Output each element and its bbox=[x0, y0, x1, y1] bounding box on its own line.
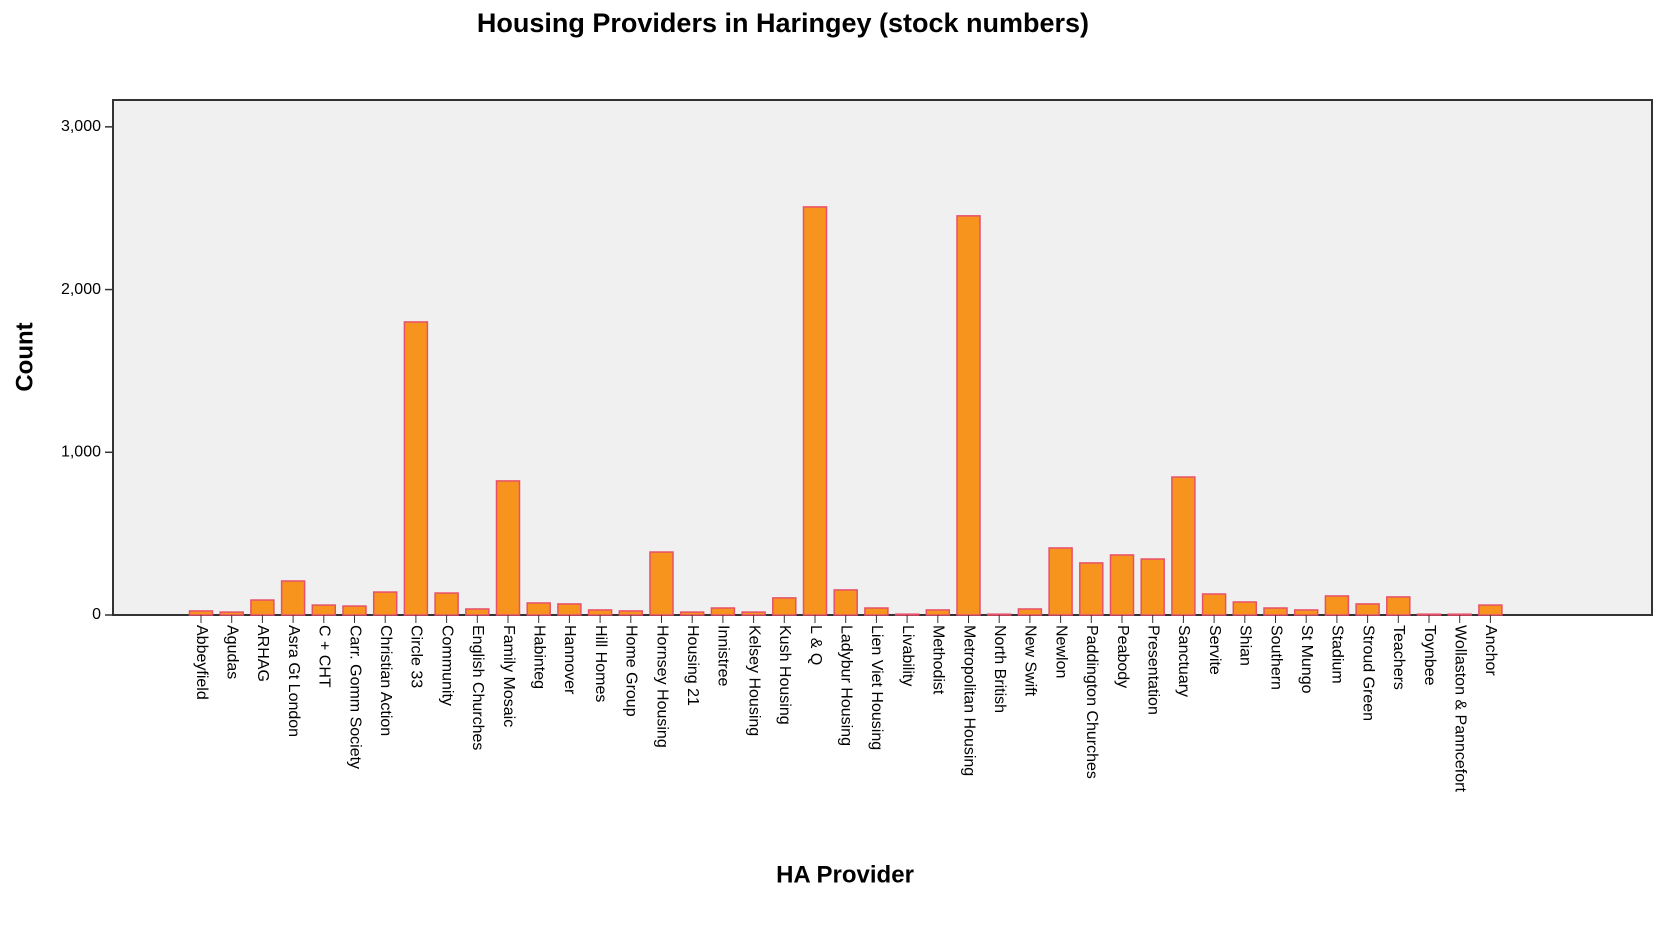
x-tick-label: Family Mosaic bbox=[500, 625, 517, 727]
bar bbox=[1478, 604, 1503, 616]
x-tick-label: Servite bbox=[1206, 625, 1223, 675]
bar bbox=[1355, 603, 1380, 616]
x-tick-label: St Mungo bbox=[1298, 625, 1315, 694]
x-tick-label: ARHAG bbox=[254, 625, 271, 682]
bar bbox=[864, 607, 889, 616]
x-tick-label: Innistree bbox=[715, 625, 732, 686]
bar bbox=[1263, 607, 1288, 616]
x-tick-label: Southern bbox=[1267, 625, 1284, 690]
x-tick-label: Circle 33 bbox=[408, 625, 425, 688]
bar bbox=[557, 603, 582, 616]
bar bbox=[372, 591, 398, 616]
bar bbox=[1048, 547, 1073, 616]
x-tick-label: Toynbee bbox=[1421, 625, 1438, 686]
x-tick-label: Metropolitan Housing bbox=[960, 625, 977, 776]
x-tick-label: Lien Viet Housing bbox=[868, 625, 885, 750]
bar bbox=[649, 551, 674, 616]
x-tick-label: Hornsey Housing bbox=[653, 625, 670, 748]
bar bbox=[342, 605, 367, 616]
bar bbox=[1201, 593, 1227, 616]
x-tick-label: Sanctuary bbox=[1175, 625, 1192, 697]
x-tick-label: Home Group bbox=[623, 625, 640, 717]
y-tick-label: 0 bbox=[92, 606, 101, 623]
x-tick-label: Stadium bbox=[1329, 625, 1346, 684]
bar bbox=[1017, 608, 1043, 616]
bar bbox=[1416, 613, 1442, 616]
x-tick-label: Agudas bbox=[223, 625, 240, 679]
bar bbox=[434, 592, 459, 616]
x-tick-label: Carr. Gomm Society bbox=[346, 625, 363, 769]
bar bbox=[1447, 613, 1472, 616]
x-tick-label: Shian bbox=[1237, 625, 1254, 666]
bar bbox=[679, 611, 705, 616]
bar bbox=[495, 480, 521, 616]
bar bbox=[1386, 596, 1411, 616]
x-tick-label: Hannover bbox=[561, 625, 578, 695]
x-tick-label: Hill Homes bbox=[592, 625, 609, 702]
x-tick-label: Ladybur Housing bbox=[837, 625, 854, 746]
bar bbox=[956, 215, 981, 616]
x-axis-title: HA Provider bbox=[776, 861, 914, 888]
x-tick-label: Peabody bbox=[1114, 625, 1131, 688]
x-tick-label: Asra Gt London bbox=[285, 625, 302, 737]
x-tick-label: L & Q bbox=[807, 625, 824, 665]
y-tick-label: 2,000 bbox=[61, 281, 101, 298]
bar bbox=[526, 602, 551, 616]
x-tick-label: Kush Housing bbox=[776, 625, 793, 725]
bar bbox=[1232, 601, 1258, 616]
bar bbox=[219, 611, 244, 616]
bar bbox=[1140, 558, 1165, 616]
x-tick-label: Presentation bbox=[1144, 625, 1161, 715]
x-tick-label: Livability bbox=[899, 625, 916, 686]
x-tick-label: Newlon bbox=[1052, 625, 1069, 678]
x-tick-label: Teachers bbox=[1390, 625, 1407, 690]
x-tick-label: New Swift bbox=[1022, 625, 1039, 697]
bar bbox=[465, 608, 490, 616]
x-tick-label: Wollaston & Panncefort bbox=[1451, 625, 1468, 792]
bar bbox=[311, 604, 337, 616]
x-tick-label: Abbeyfield bbox=[193, 625, 210, 700]
x-tick-label: Housing 21 bbox=[684, 625, 701, 706]
y-tick-label: 1,000 bbox=[61, 444, 101, 461]
chart-title: Housing Providers in Haringey (stock num… bbox=[477, 8, 1089, 38]
x-tick-label: English Churches bbox=[469, 625, 486, 750]
bar bbox=[188, 610, 214, 616]
bar bbox=[772, 597, 797, 616]
x-tick-label: Methodist bbox=[930, 625, 947, 695]
y-tick-label: 3,000 bbox=[61, 118, 101, 135]
bar bbox=[250, 599, 275, 616]
x-tick-label: C + CHT bbox=[316, 625, 333, 688]
x-tick-label: Community bbox=[438, 625, 455, 706]
x-tick-label: Stroud Green bbox=[1359, 625, 1376, 721]
x-tick-label: Kelsey Housing bbox=[745, 625, 762, 736]
bar bbox=[1079, 562, 1104, 616]
bar bbox=[1293, 609, 1319, 616]
x-tick-label: Habinteg bbox=[530, 625, 547, 689]
bar bbox=[894, 613, 920, 616]
bar bbox=[741, 611, 766, 616]
bar bbox=[1171, 476, 1196, 616]
bar bbox=[280, 580, 306, 616]
x-tick-label: Christian Action bbox=[377, 625, 394, 736]
bar bbox=[710, 607, 736, 616]
bar bbox=[618, 610, 644, 616]
bar bbox=[833, 589, 858, 616]
bar bbox=[1324, 595, 1350, 616]
bar bbox=[802, 206, 828, 616]
y-axis-title: Count bbox=[11, 322, 38, 391]
bar bbox=[925, 609, 951, 616]
bar bbox=[587, 609, 613, 616]
bar bbox=[1109, 554, 1135, 616]
bar bbox=[986, 613, 1012, 616]
plot-area bbox=[112, 99, 1653, 616]
x-tick-label: North British bbox=[991, 625, 1008, 713]
bar bbox=[403, 321, 429, 616]
x-tick-label: Anchor bbox=[1482, 625, 1499, 676]
x-tick-label: Paddington Churches bbox=[1083, 625, 1100, 779]
